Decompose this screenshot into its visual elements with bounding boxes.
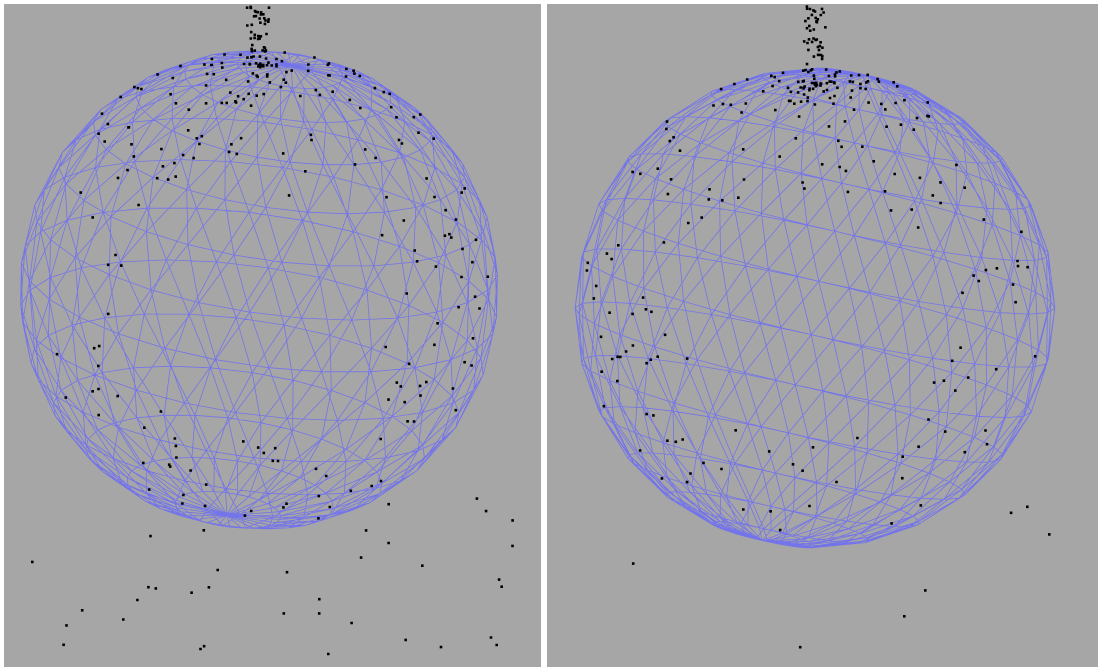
right-panel <box>547 4 1098 667</box>
render-view <box>0 0 1101 671</box>
screenshot <box>0 0 1101 671</box>
